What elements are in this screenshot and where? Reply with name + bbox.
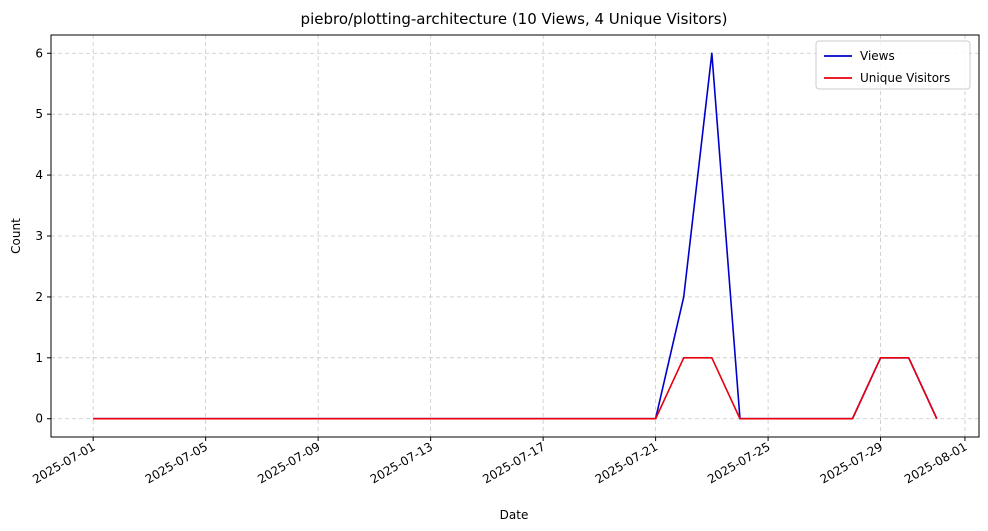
y-tick-label: 0 — [35, 412, 43, 426]
x-axis-ticks: 2025-07-01 2025-07-05 2025-07-09 2025-07-13… — [30, 437, 969, 486]
x-tick-label: 2025-07-05 — [143, 439, 210, 486]
y-tick-label: 4 — [35, 168, 43, 182]
x-tick-label: 2025-08-01 — [902, 439, 969, 486]
x-tick-label: 2025-07-21 — [593, 439, 660, 486]
grid — [51, 35, 979, 437]
x-tick-label: 2025-07-09 — [255, 439, 322, 486]
legend-label-views: Views — [860, 49, 895, 63]
x-tick-label: 2025-07-01 — [30, 439, 97, 486]
y-axis-ticks: 0 1 2 3 4 5 6 — [35, 46, 51, 426]
chart-title: piebro/plotting-architecture (10 Views, … — [301, 10, 728, 28]
legend: Views Unique Visitors — [815, 40, 971, 90]
series-line-unique-visitors — [93, 357, 938, 420]
y-tick-label: 1 — [35, 351, 43, 365]
legend-label-unique-visitors: Unique Visitors — [860, 71, 950, 85]
x-tick-label: 2025-07-17 — [480, 439, 547, 486]
x-tick-label: 2025-07-25 — [705, 439, 772, 486]
series-lines — [93, 52, 938, 420]
legend-box — [815, 40, 971, 90]
y-tick-label: 5 — [35, 107, 43, 121]
y-tick-label: 6 — [35, 46, 43, 60]
y-tick-label: 2 — [35, 290, 43, 304]
y-tick-label: 3 — [35, 229, 43, 243]
x-tick-label: 2025-07-13 — [368, 439, 435, 486]
x-tick-label: 2025-07-29 — [818, 439, 885, 486]
x-axis-label: Date — [500, 508, 529, 522]
y-axis-label: Count — [9, 218, 23, 254]
